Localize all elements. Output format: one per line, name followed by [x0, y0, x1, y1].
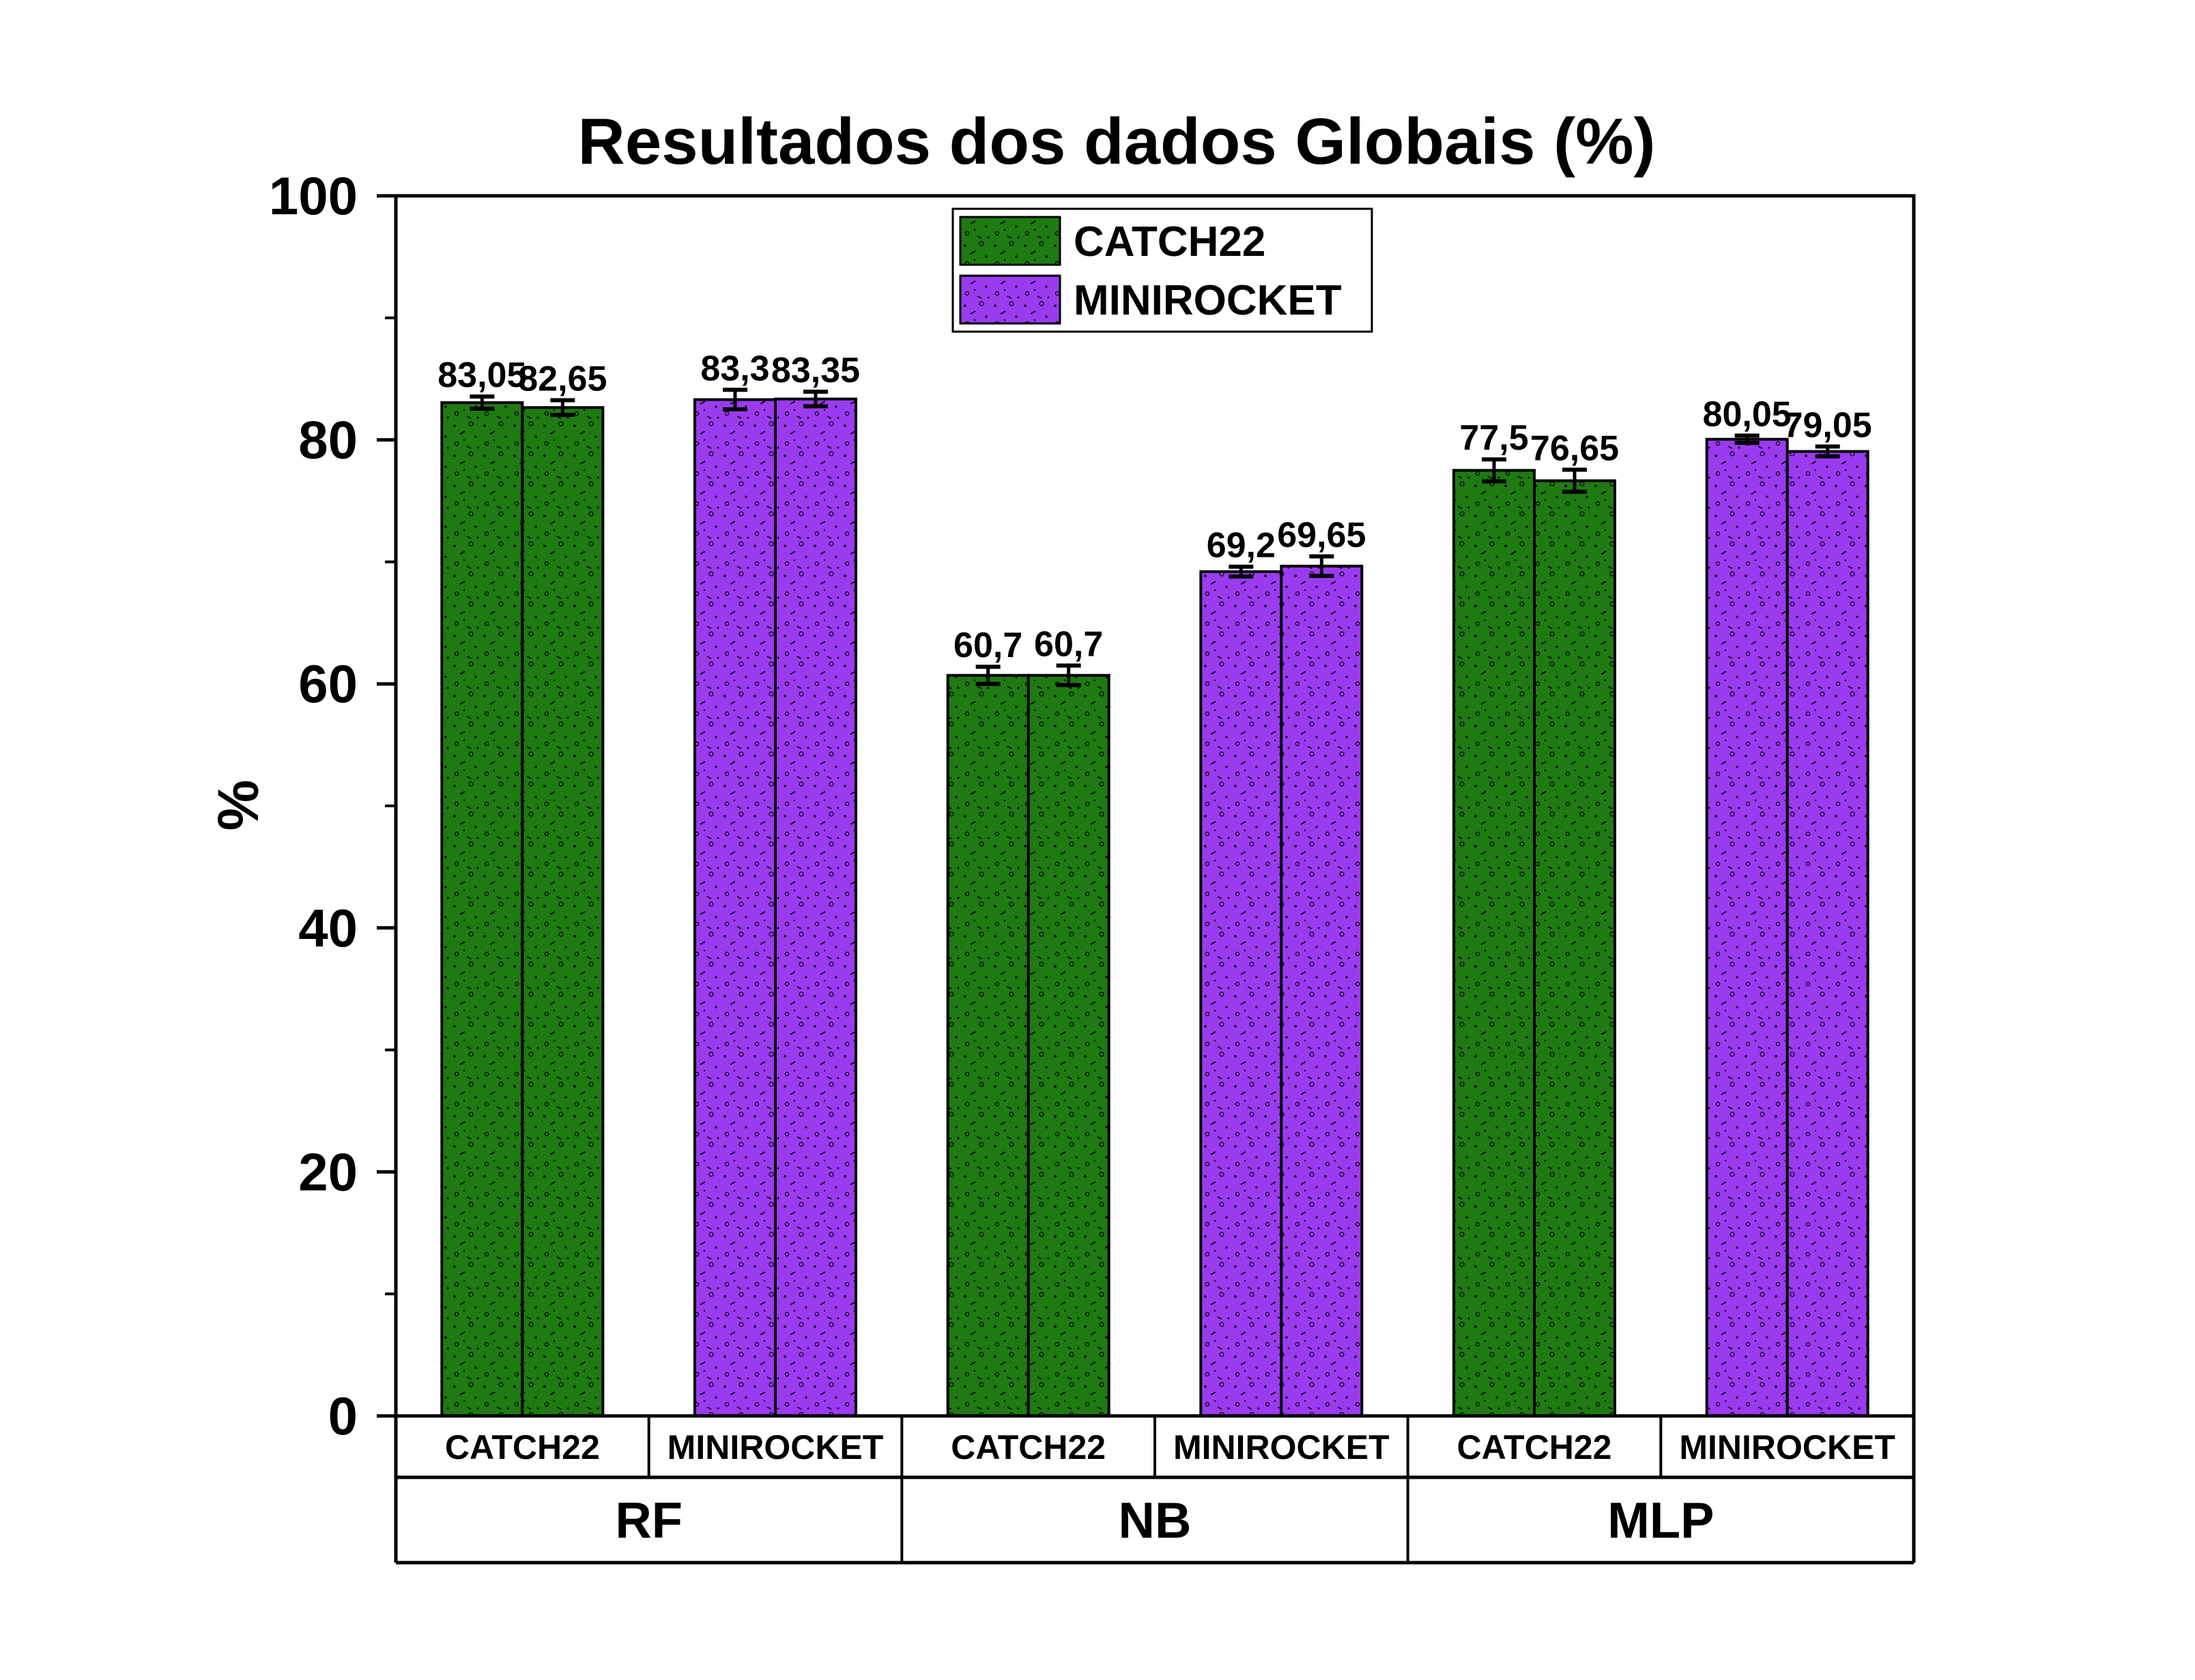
x-group-label: RF: [615, 1492, 683, 1549]
legend-label-catch22: CATCH22: [1074, 218, 1265, 265]
data-label: 77,5: [1459, 418, 1528, 458]
x-category-label: CATCH22: [1457, 1428, 1612, 1466]
bar: [1785, 450, 1869, 1417]
bar: [1027, 674, 1110, 1418]
data-label: 83,35: [771, 351, 860, 390]
x-category-label: MINIROCKET: [1679, 1428, 1895, 1466]
y-tick-label: 40: [298, 898, 358, 958]
x-group-label: MLP: [1607, 1492, 1714, 1549]
bar: [1199, 570, 1283, 1417]
y-tick-label: 0: [328, 1386, 358, 1446]
bar: [1533, 479, 1616, 1417]
data-label: 76,65: [1530, 429, 1619, 468]
legend-swatch-minirocket: [959, 274, 1061, 325]
x-category-label: CATCH22: [951, 1428, 1106, 1466]
x-category-label: CATCH22: [445, 1428, 600, 1466]
x-axis-category-table: CATCH22 MINIROCKET RF CATCH22 MINIROCKET NB CA…: [394, 1416, 1916, 1565]
bar: [946, 674, 1030, 1418]
data-label: 83,05: [437, 356, 526, 395]
bar: [1452, 469, 1536, 1417]
plot-frame: [394, 194, 1916, 1418]
data-label: 60,7: [953, 626, 1022, 665]
y-tick-label: 60: [298, 654, 358, 714]
y-tick-label: 100: [269, 166, 358, 226]
data-label: 83,3: [700, 349, 769, 388]
bar: [440, 401, 524, 1417]
data-label: 82,65: [518, 359, 607, 399]
bar: [1280, 564, 1364, 1418]
bar: [693, 398, 777, 1418]
chart-title: Resultados dos dados Globais (%): [578, 105, 1656, 178]
bars-layer: [440, 397, 1869, 1418]
data-label: 69,2: [1207, 526, 1276, 566]
legend: CATCH22 MINIROCKET: [951, 207, 1373, 333]
data-label: 60,7: [1034, 624, 1103, 664]
data-label: 79,05: [1783, 405, 1872, 445]
x-group-label: NB: [1119, 1492, 1192, 1549]
legend-label-minirocket: MINIROCKET: [1074, 277, 1342, 324]
y-tick-label: 20: [298, 1142, 358, 1202]
bar: [1705, 437, 1789, 1417]
bar: [521, 406, 605, 1417]
y-tick-label: 80: [298, 410, 358, 470]
y-axis-label: %: [206, 780, 270, 831]
y-axis: 0 20 40 60 80 100: [269, 166, 396, 1446]
x-category-label: MINIROCKET: [1173, 1428, 1390, 1466]
error-bars-layer: [470, 388, 1840, 687]
bar: [774, 397, 857, 1417]
data-label: 80,05: [1703, 394, 1792, 434]
data-label: 69,65: [1277, 515, 1366, 555]
x-category-label: MINIROCKET: [668, 1428, 884, 1466]
legend-swatch-catch22: [959, 216, 1061, 266]
